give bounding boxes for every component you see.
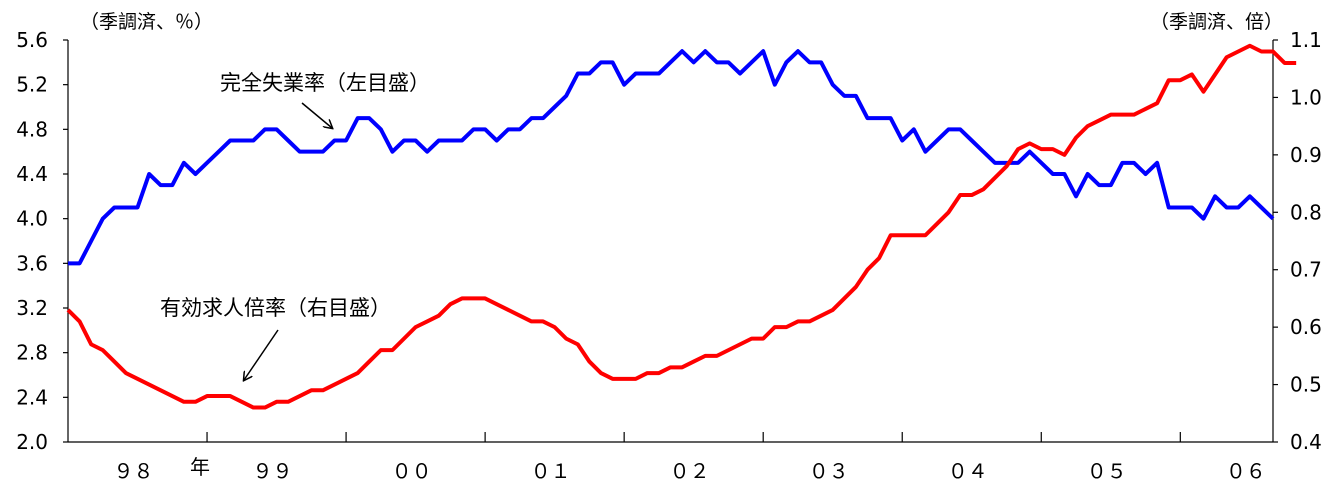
right-tick-label: 0.4 <box>1290 430 1322 454</box>
x-tick-label: ０５ <box>1087 459 1127 483</box>
left-tick-label: 5.6 <box>16 28 48 52</box>
left-tick-label: 3.2 <box>16 296 48 320</box>
x-tick-label: ０３ <box>809 459 849 483</box>
x-tick-label: ０６ <box>1226 459 1266 483</box>
right-axis-unit: （季調済、倍） <box>1150 11 1283 33</box>
series-line-unemployment <box>68 49 1275 266</box>
x-tick-label: ０２ <box>670 459 710 483</box>
left-tick-label: 4.4 <box>16 162 48 186</box>
right-tick-label: 0.6 <box>1290 315 1322 339</box>
left-axis-unit: （季調済、％） <box>80 11 213 33</box>
left-tick-label: 3.6 <box>16 251 48 275</box>
series-line-jobs-ratio <box>66 43 1297 410</box>
left-tick-label: 2.0 <box>16 430 48 454</box>
right-tick-label: 0.5 <box>1290 373 1322 397</box>
left-tick-label: 2.4 <box>16 385 48 409</box>
x-axis: ９８ ９９ ００ ０１ ０２ ０３ ０４ ０５ ０６ 年 <box>114 432 1266 483</box>
series-layer <box>66 43 1297 410</box>
x-tick-label: ０４ <box>948 459 988 483</box>
right-tick-label: 1.0 <box>1290 85 1322 109</box>
left-tick-label: 5.2 <box>16 73 48 97</box>
x-tick-label: ９８ <box>114 459 154 483</box>
left-axis: 2.0 2.4 2.8 3.2 3.6 4.0 4.4 4.8 5.2 5.6 <box>16 28 68 454</box>
left-tick-label: 4.8 <box>16 117 48 141</box>
left-tick-label: 2.8 <box>16 341 48 365</box>
series-arrow-jobs-ratio <box>244 329 279 380</box>
x-tick-label: ９９ <box>253 459 293 483</box>
right-tick-label: 0.9 <box>1290 143 1322 167</box>
series-arrow-unemployment <box>301 102 332 128</box>
right-tick-label: 1.1 <box>1290 28 1322 52</box>
right-axis: 0.4 0.5 0.6 0.7 0.8 0.9 1.0 1.1 <box>1273 28 1322 454</box>
series-label-unemployment: 完全失業率（左目盛） <box>220 71 430 95</box>
left-tick-label: 4.0 <box>16 207 48 231</box>
x-tick-label: ０１ <box>531 459 571 483</box>
right-tick-label: 0.7 <box>1290 258 1322 282</box>
x-tick-label: ００ <box>392 459 432 483</box>
x-axis-year-label: 年 <box>190 455 210 479</box>
right-tick-label: 0.8 <box>1290 200 1322 224</box>
series-label-jobs-ratio: 有効求人倍率（右目盛） <box>160 296 391 320</box>
